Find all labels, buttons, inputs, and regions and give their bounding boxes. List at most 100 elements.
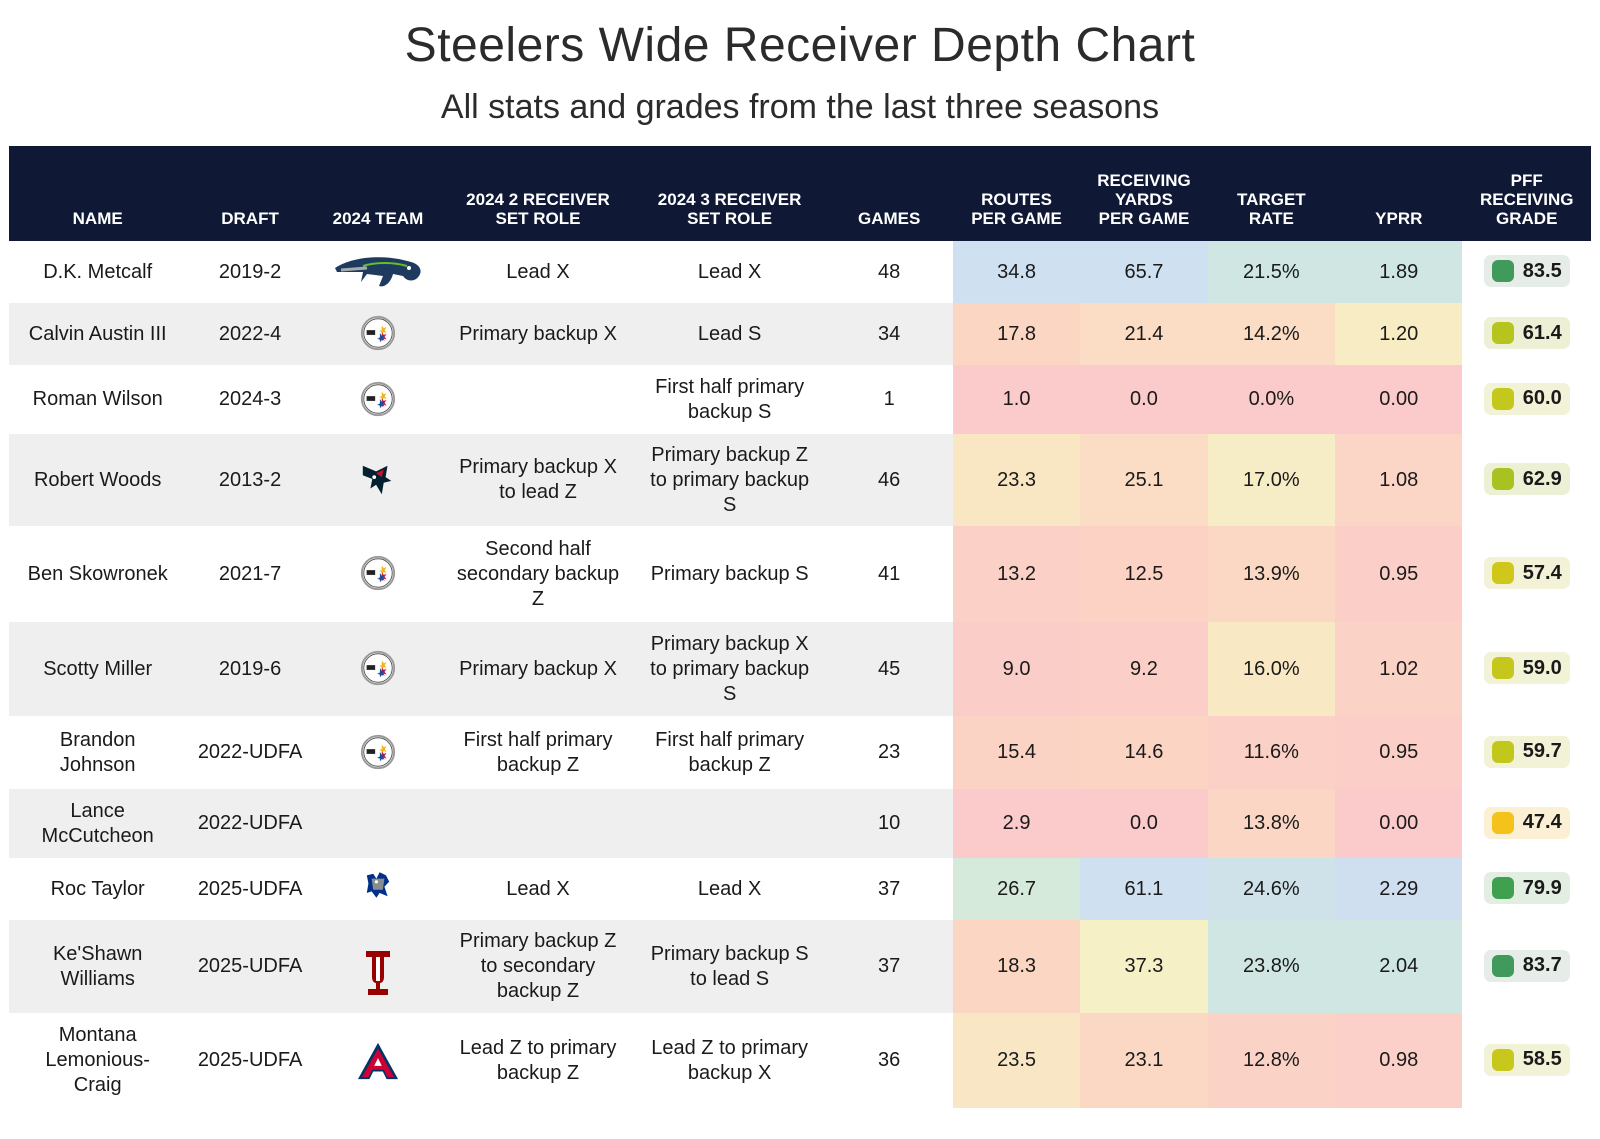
- grade-badge: 79.9: [1483, 872, 1570, 904]
- player-name: Lance McCutcheon: [9, 789, 187, 858]
- steelers-logo: [359, 314, 397, 354]
- yprr-cell: 1.20: [1335, 303, 1463, 365]
- target-rate-cell: 14.2%: [1207, 303, 1336, 365]
- target-rate-cell: 24.6%: [1207, 858, 1336, 920]
- grade-value: 59.0: [1522, 656, 1562, 679]
- player-name: Montana Lemonious- Craig: [9, 1013, 187, 1108]
- yprr-cell: 2.29: [1335, 858, 1463, 920]
- team-cell: [313, 622, 443, 716]
- grade-color-swatch: [1491, 811, 1514, 834]
- grade-cell: 61.4: [1462, 303, 1591, 365]
- team-cell: [313, 303, 443, 365]
- col-header-target-rate: TARGET RATE: [1207, 146, 1336, 241]
- routes-per-game-cell: 23.3: [952, 434, 1081, 526]
- table-row: Lance McCutcheon 2022-UDFA 10 2.9 0.0 13.8% 0.…: [9, 789, 1591, 858]
- routes-per-game-cell: 18.3: [952, 920, 1081, 1013]
- grade-cell: 62.9: [1462, 434, 1591, 526]
- team-cell: [313, 526, 443, 622]
- texans-logo: [358, 460, 398, 500]
- yprr-cell: 1.89: [1335, 241, 1463, 303]
- player-name: Calvin Austin III: [9, 303, 187, 365]
- col-header-yprr: YPRR: [1335, 146, 1463, 241]
- col-header-team: 2024 TEAM: [313, 146, 443, 241]
- yards-per-game-cell: 25.1: [1080, 434, 1208, 526]
- team-cell: [313, 434, 443, 526]
- team-cell: [313, 789, 443, 858]
- games-cell: 34: [825, 303, 953, 365]
- role-3-receiver-set: Primary backup S to lead S: [633, 920, 826, 1013]
- routes-per-game-cell: 23.5: [952, 1013, 1081, 1108]
- draft-cell: 2025-UDFA: [186, 920, 314, 1013]
- yprr-cell: 0.00: [1335, 789, 1463, 858]
- role-3-receiver-set: First half primary backup S: [633, 365, 826, 434]
- yprr-cell: 0.95: [1335, 716, 1463, 789]
- grade-value: 57.4: [1522, 561, 1562, 584]
- grade-value: 83.5: [1522, 259, 1562, 282]
- draft-cell: 2024-3: [186, 365, 314, 434]
- col-header-yards: RECEIVING YARDS PER GAME: [1080, 146, 1208, 241]
- steelers-logo: [359, 554, 397, 594]
- draft-cell: 2025-UDFA: [186, 1013, 314, 1108]
- games-cell: 10: [825, 789, 953, 858]
- target-rate-cell: 12.8%: [1207, 1013, 1336, 1108]
- grade-badge: 59.0: [1483, 652, 1570, 684]
- header-row: NAME DRAFT 2024 TEAM 2024 2 RECEIVER SET…: [9, 146, 1591, 241]
- yprr-cell: 0.98: [1335, 1013, 1463, 1108]
- yprr-cell: 1.02: [1335, 622, 1463, 716]
- yards-per-game-cell: 61.1: [1080, 858, 1208, 920]
- draft-cell: 2021-7: [186, 526, 314, 622]
- target-rate-cell: 0.0%: [1207, 365, 1336, 434]
- table-row: Robert Woods 2013-2 Primary backup X to le…: [9, 434, 1591, 526]
- role-2-receiver-set: [442, 365, 634, 434]
- role-2-receiver-set: Primary backup Z to secondary backup Z: [442, 920, 634, 1013]
- yards-per-game-cell: 0.0: [1080, 365, 1208, 434]
- col-header-name: NAME: [9, 146, 187, 241]
- grade-color-swatch: [1491, 468, 1514, 490]
- table-row: Roman Wilson 2024-3 First half primary bac…: [9, 365, 1591, 434]
- player-name: Roman Wilson: [9, 365, 187, 434]
- steelers-logo: [359, 380, 397, 420]
- yprr-cell: 0.95: [1335, 526, 1463, 622]
- target-rate-cell: 13.8%: [1207, 789, 1336, 858]
- role-3-receiver-set: Primary backup S: [633, 526, 826, 622]
- grade-badge: 47.4: [1483, 806, 1570, 839]
- target-rate-cell: 13.9%: [1207, 526, 1336, 622]
- table-row: Brandon Johnson 2022-UDFA First half prima…: [9, 716, 1591, 789]
- steelers-logo: [359, 733, 397, 773]
- role-3-receiver-set: First half primary backup Z: [633, 716, 826, 789]
- player-name: Ke'Shawn Williams: [9, 920, 187, 1013]
- games-cell: 48: [825, 241, 953, 303]
- grade-badge: 83.5: [1483, 255, 1570, 287]
- player-name: Roc Taylor: [9, 858, 187, 920]
- draft-cell: 2019-6: [186, 622, 314, 716]
- grade-value: 58.5: [1522, 1048, 1562, 1070]
- grade-badge: 61.4: [1483, 317, 1570, 349]
- games-cell: 37: [825, 858, 953, 920]
- depth-chart-table: NAME DRAFT 2024 TEAM 2024 2 RECEIVER SET…: [9, 146, 1591, 1108]
- yards-per-game-cell: 23.1: [1080, 1013, 1208, 1108]
- grade-cell: 59.0: [1462, 622, 1591, 716]
- target-rate-cell: 23.8%: [1207, 920, 1336, 1013]
- role-3-receiver-set: Primary backup Z to primary backup S: [633, 434, 826, 526]
- draft-cell: 2022-4: [186, 303, 314, 365]
- chart-subtitle: All stats and grades from the last three…: [440, 88, 1160, 126]
- grade-badge: 83.7: [1483, 949, 1570, 982]
- col-header-role3: 2024 3 RECEIVER SET ROLE: [633, 146, 826, 241]
- role-2-receiver-set: Primary backup X to lead Z: [442, 434, 634, 526]
- role-2-receiver-set: First half primary backup Z: [442, 716, 634, 789]
- team-cell: [313, 716, 443, 789]
- role-2-receiver-set: Lead X: [442, 241, 634, 303]
- grade-badge: 58.5: [1483, 1043, 1570, 1076]
- table-row: Scotty Miller 2019-6 Primary backup X Prima…: [9, 622, 1591, 716]
- grade-badge: 60.0: [1483, 382, 1570, 415]
- grade-value: 60.0: [1522, 387, 1562, 409]
- grade-color-swatch: [1491, 740, 1514, 763]
- yards-per-game-cell: 65.7: [1080, 241, 1208, 303]
- team-cell: [313, 241, 443, 303]
- yards-per-game-cell: 9.2: [1080, 622, 1208, 716]
- role-2-receiver-set: Lead X: [442, 858, 634, 920]
- grade-value: 47.4: [1522, 811, 1562, 833]
- grade-badge: 59.7: [1483, 735, 1570, 768]
- target-rate-cell: 17.0%: [1207, 434, 1336, 526]
- yards-per-game-cell: 14.6: [1080, 716, 1208, 789]
